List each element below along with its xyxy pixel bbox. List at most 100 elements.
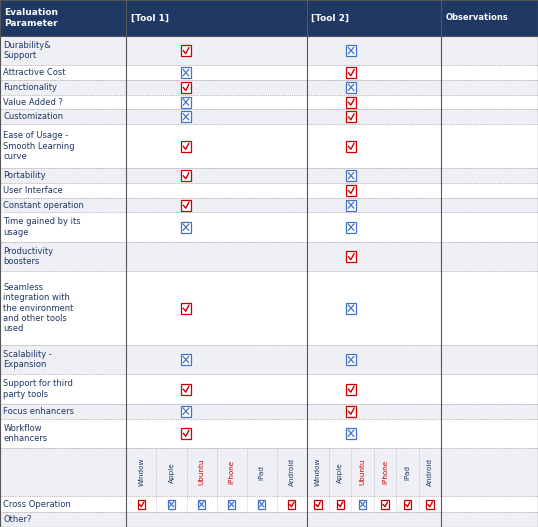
Bar — [0, 512, 126, 527]
Bar — [307, 404, 441, 418]
Bar — [346, 354, 356, 365]
Bar — [0, 212, 126, 242]
Bar — [0, 271, 126, 345]
Bar — [126, 345, 307, 374]
Bar — [307, 80, 441, 95]
Bar — [307, 418, 441, 448]
Bar — [0, 0, 126, 36]
Bar — [168, 500, 175, 509]
Text: Seamless
integration with
the environment
and other tools
used: Seamless integration with the environmen… — [3, 283, 74, 334]
Bar — [307, 183, 441, 198]
Bar — [441, 242, 538, 271]
Bar — [126, 212, 307, 242]
Bar — [126, 0, 307, 36]
Bar — [441, 404, 538, 418]
Bar — [346, 302, 356, 314]
Bar — [307, 212, 441, 242]
Bar — [126, 512, 307, 527]
Bar — [441, 512, 538, 527]
Bar — [181, 428, 191, 438]
Bar — [0, 198, 126, 212]
Bar — [126, 168, 307, 183]
Bar — [307, 95, 441, 110]
Bar — [441, 448, 538, 496]
Bar — [307, 271, 441, 345]
Bar — [441, 404, 538, 418]
Text: Scalability -
Expansion: Scalability - Expansion — [3, 350, 52, 369]
Bar — [307, 212, 441, 242]
Bar — [126, 418, 307, 448]
Bar — [181, 45, 191, 56]
Bar — [0, 418, 126, 448]
Bar — [307, 0, 441, 36]
Bar — [441, 0, 538, 36]
Bar — [359, 500, 366, 509]
Bar — [441, 374, 538, 404]
Text: iPad: iPad — [259, 465, 265, 480]
Bar — [381, 500, 389, 509]
Bar — [307, 512, 441, 527]
Bar — [307, 198, 441, 212]
Bar — [126, 110, 307, 124]
Bar — [0, 80, 126, 95]
Text: Android: Android — [427, 458, 433, 486]
Bar — [307, 80, 441, 95]
Bar — [126, 448, 307, 496]
Bar — [126, 242, 307, 271]
Bar — [0, 124, 126, 168]
Bar — [307, 110, 441, 124]
Bar — [441, 271, 538, 345]
Bar — [307, 448, 441, 496]
Bar — [126, 374, 307, 404]
Text: Workflow
enhancers: Workflow enhancers — [3, 424, 47, 443]
Text: Observations: Observations — [445, 13, 508, 23]
Bar — [126, 0, 307, 36]
Text: Customization: Customization — [3, 112, 63, 121]
Bar — [181, 384, 191, 395]
Bar — [0, 512, 126, 527]
Bar — [346, 141, 356, 152]
Bar — [0, 404, 126, 418]
Bar — [307, 512, 441, 527]
Text: Cross Operation: Cross Operation — [3, 500, 71, 509]
Text: Other?: Other? — [3, 515, 32, 524]
Bar — [0, 374, 126, 404]
Bar — [307, 242, 441, 271]
Bar — [0, 65, 126, 80]
Bar — [441, 212, 538, 242]
Bar — [181, 67, 191, 78]
Bar — [307, 448, 441, 496]
Bar — [0, 271, 126, 345]
Bar — [0, 80, 126, 95]
Bar — [441, 95, 538, 110]
Bar — [441, 0, 538, 36]
Bar — [307, 36, 441, 65]
Bar — [0, 36, 126, 65]
Text: [Tool 1]: [Tool 1] — [131, 13, 169, 23]
Bar — [441, 271, 538, 345]
Bar — [0, 448, 126, 496]
Bar — [126, 80, 307, 95]
Bar — [126, 345, 307, 374]
Bar — [307, 168, 441, 183]
Bar — [314, 500, 322, 509]
Bar — [0, 496, 126, 512]
Bar — [346, 45, 356, 56]
Bar — [126, 242, 307, 271]
Bar — [441, 36, 538, 65]
Text: [Tool 2]: [Tool 2] — [311, 13, 349, 23]
Bar — [441, 345, 538, 374]
Bar — [307, 404, 441, 418]
Bar — [0, 110, 126, 124]
Text: Ease of Usage -
Smooth Learning
curve: Ease of Usage - Smooth Learning curve — [3, 131, 75, 161]
Text: Apple: Apple — [337, 462, 343, 483]
Bar — [181, 222, 191, 232]
Bar — [307, 418, 441, 448]
Text: Constant operation: Constant operation — [3, 201, 84, 210]
Text: Attractive Cost: Attractive Cost — [3, 68, 66, 77]
Bar — [336, 500, 344, 509]
Bar — [346, 111, 356, 122]
Bar — [126, 374, 307, 404]
Text: Android: Android — [289, 458, 295, 486]
Text: Productivity
boosters: Productivity boosters — [3, 247, 53, 266]
